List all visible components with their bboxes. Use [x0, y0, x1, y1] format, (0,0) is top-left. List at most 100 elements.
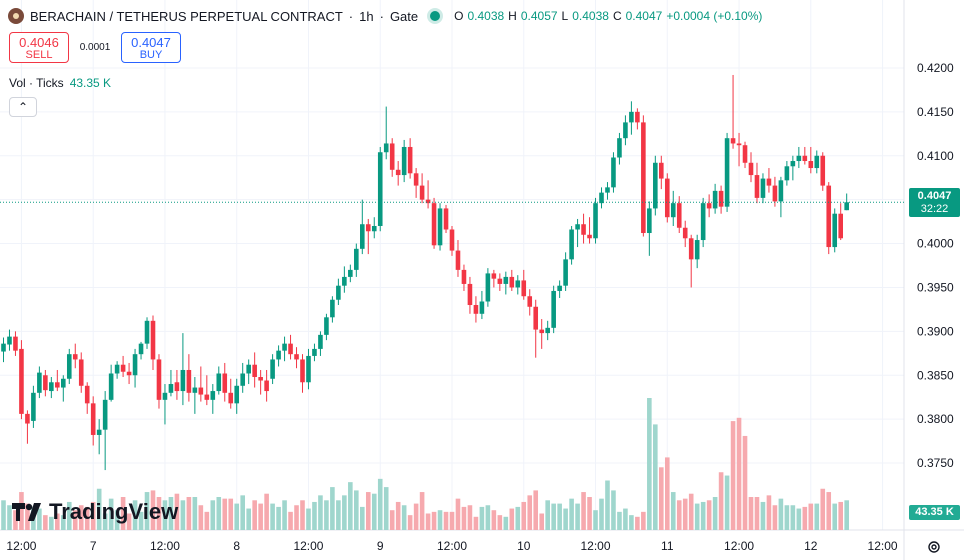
candle-body: [742, 145, 748, 163]
volume-bar: [635, 516, 640, 530]
volume-bar: [694, 503, 700, 530]
candle-body: [700, 203, 706, 241]
candle-body: [760, 178, 766, 198]
candle-body: [306, 355, 311, 383]
coin-logo-icon: [8, 8, 24, 24]
candle-body: [186, 369, 192, 393]
volume-bar: [300, 500, 305, 530]
volume-bar: [814, 503, 820, 530]
interval-label[interactable]: 1h: [359, 8, 374, 24]
candle-body: [623, 122, 628, 139]
volume-bar: [407, 515, 413, 530]
candle-body: [294, 354, 299, 360]
candle-body: [413, 173, 419, 186]
tradingview-logo[interactable]: TradingView: [12, 499, 178, 525]
volume-bar: [479, 506, 485, 530]
volume-bar: [288, 511, 293, 530]
candle-body: [605, 187, 610, 193]
volume-bar: [1, 500, 6, 530]
candle-body: [437, 208, 443, 246]
candle-body: [509, 276, 515, 288]
last-price-tag: 0.4047 32:22: [909, 188, 960, 217]
volume-bar: [802, 506, 808, 530]
volume-bar: [114, 510, 120, 530]
volume-bar: [467, 505, 473, 530]
price-tick-label: 0.4200: [917, 61, 954, 75]
candle-body: [617, 138, 622, 158]
volume-bar: [258, 503, 263, 530]
price-axis[interactable]: 0.42000.41500.41000.40500.40000.39500.39…: [917, 61, 954, 470]
price-tick-label: 0.3950: [917, 280, 954, 294]
candle-body: [670, 203, 676, 218]
collapse-legend-button[interactable]: ⌃: [9, 97, 37, 117]
candle-body: [282, 343, 287, 351]
candle-body: [132, 354, 138, 376]
volume-bar: [348, 482, 353, 530]
candle-body: [354, 248, 359, 270]
candle-body: [240, 373, 245, 386]
volume-bar: [365, 492, 371, 530]
candle-body: [449, 229, 455, 251]
candlesticks: [1, 74, 849, 471]
bar-countdown: 32:22: [920, 203, 949, 215]
volume-bar: [509, 508, 515, 530]
candle-body: [491, 273, 497, 279]
candle-body: [647, 208, 652, 234]
candle-body: [712, 190, 718, 209]
buy-button[interactable]: 0.4047 BUY: [121, 32, 181, 63]
volume-bar: [503, 516, 509, 530]
gear-icon[interactable]: [926, 539, 942, 555]
candle-body: [37, 372, 42, 393]
volume-bar: [844, 500, 849, 530]
volume-bar: [599, 498, 604, 530]
time-tick-label: 12:00: [150, 539, 180, 553]
volume-bar: [629, 515, 634, 530]
volume-bar: [419, 492, 425, 530]
volume-legend[interactable]: Vol · Ticks 43.35 K: [9, 76, 111, 90]
volume-bar: [790, 505, 796, 530]
candle-body: [252, 364, 257, 378]
volume-bar: [748, 497, 754, 530]
candle-body: [150, 320, 156, 360]
candle-body: [778, 180, 784, 202]
volume-bar: [808, 503, 814, 530]
ohlc-legend: O 0.4038 H 0.4057 L 0.4038 C 0.4047 +0.0004 …: [454, 9, 762, 23]
volume-bar: [449, 511, 455, 530]
volume-bar: [318, 495, 323, 530]
close-value: 0.4047: [625, 9, 663, 23]
candle-body: [174, 382, 180, 392]
volume-label: Vol · Ticks: [9, 76, 64, 90]
candle-body: [796, 155, 802, 162]
candle-body: [772, 185, 778, 202]
sell-button[interactable]: 0.4046 SELL: [9, 32, 69, 63]
candle-body: [784, 166, 790, 181]
candle-body: [557, 285, 562, 291]
candle-body: [120, 364, 126, 372]
candle-body: [13, 336, 18, 351]
symbol-title[interactable]: BERACHAIN / TETHERUS PERPETUAL CONTRACT: [30, 8, 343, 24]
time-tick-label: 8: [233, 539, 240, 553]
volume-bar: [515, 506, 521, 530]
volume-bar: [90, 501, 96, 530]
candle-body: [330, 299, 335, 318]
volume-bar: [144, 492, 150, 530]
candle-body: [641, 122, 646, 234]
volume-bar: [324, 500, 329, 530]
candle-body: [246, 364, 251, 374]
candle-body: [360, 224, 365, 249]
candle-body: [234, 385, 240, 404]
low-value: 0.4038: [572, 9, 609, 23]
volume-bar: [832, 503, 838, 530]
volume-bar: [653, 424, 658, 530]
volume-bar: [838, 501, 843, 530]
candle-body: [814, 155, 820, 169]
candle-body: [844, 202, 849, 211]
volume-bar: [784, 505, 790, 530]
volume-bar: [521, 501, 527, 530]
candle-body: [653, 162, 658, 209]
candle-body: [629, 111, 634, 123]
time-axis[interactable]: 12:00 7 12:00 8 12:00 9 12:00 10 12:00 11 12:00 12 1…: [6, 539, 897, 553]
candle-body: [748, 162, 754, 176]
candle-body: [78, 359, 84, 386]
